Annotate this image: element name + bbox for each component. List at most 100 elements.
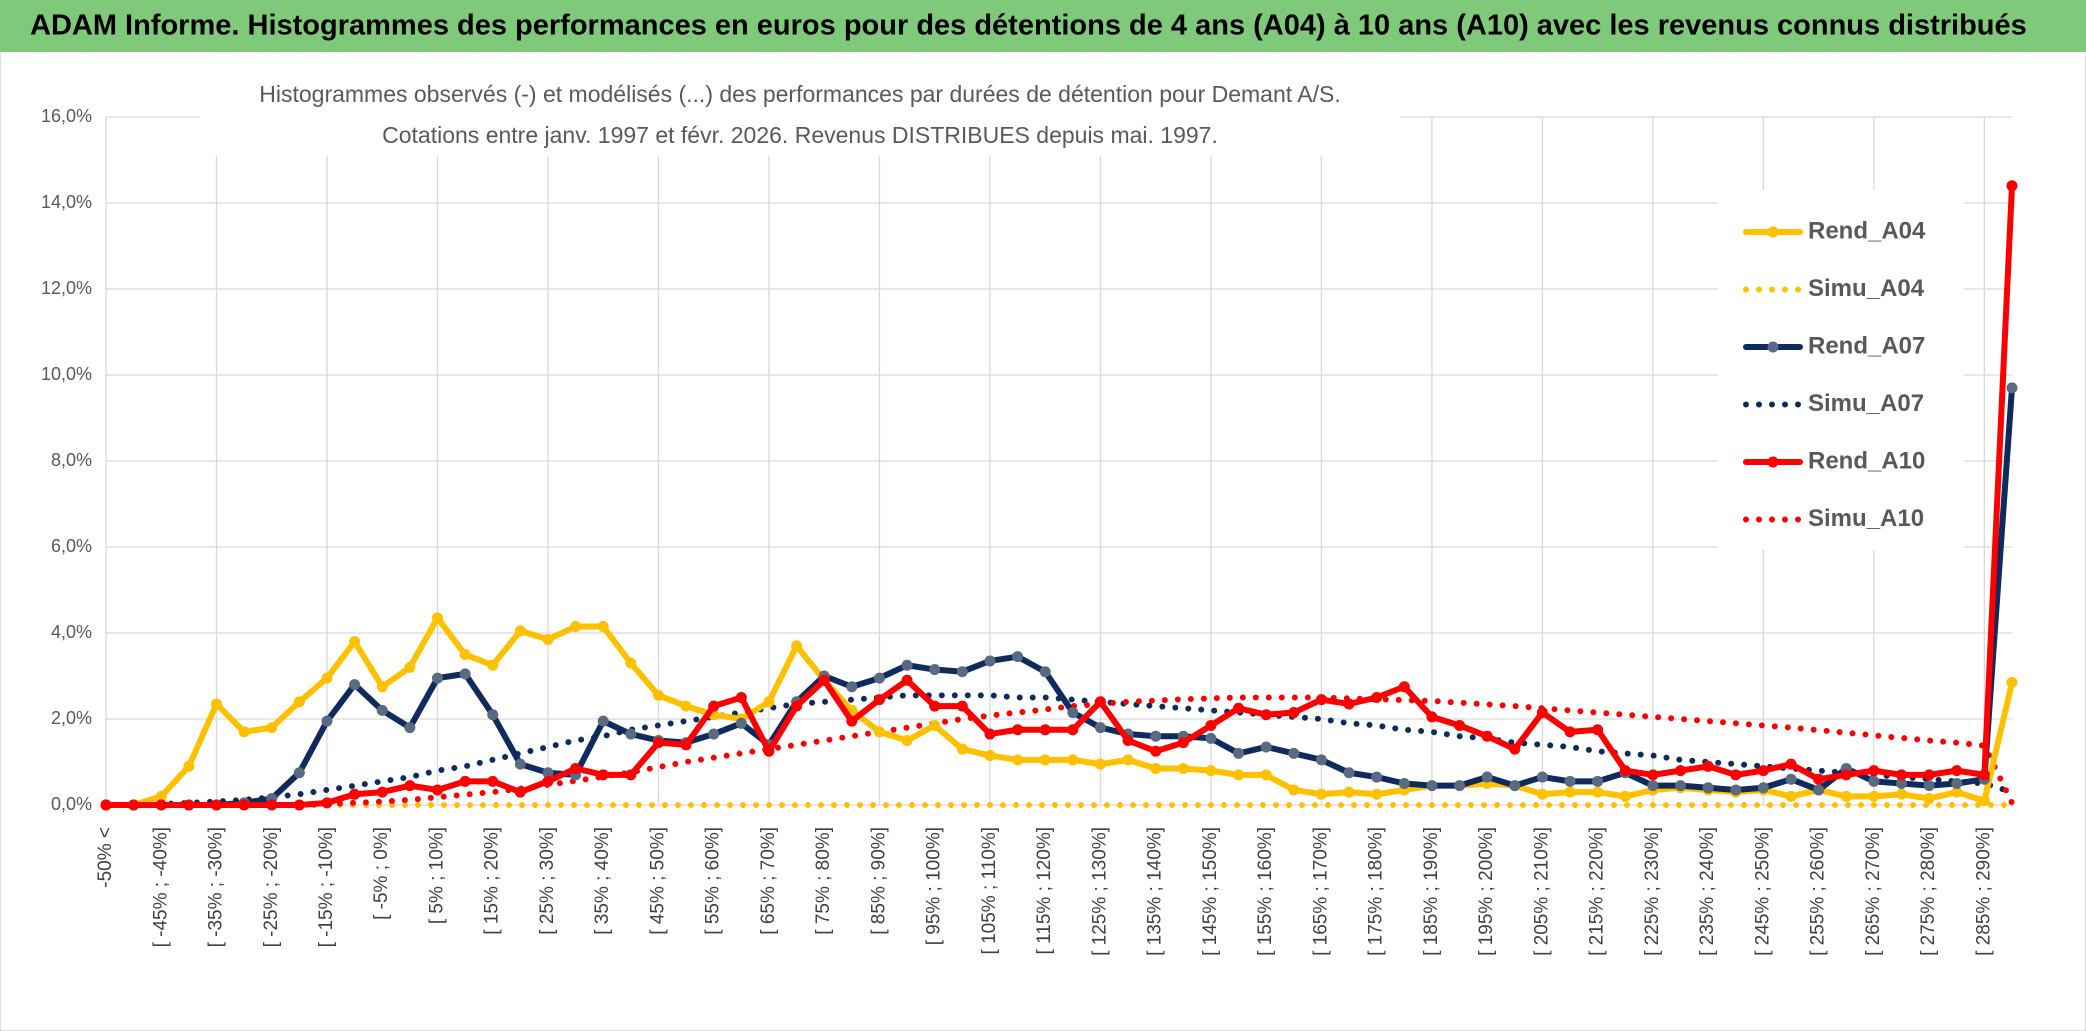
data-point [155,799,167,811]
data-point [2006,676,2018,688]
legend-marker [1767,456,1779,468]
data-point [1564,786,1576,798]
data-point [1675,780,1687,792]
data-point [1619,765,1631,777]
data-point [1371,692,1383,703]
legend-label: Simu_A10 [1808,505,1924,532]
x-tick-label: [ 65% ; 70%] [758,827,779,935]
x-tick-label: [ -35% ; -30%] [206,827,227,947]
y-tick-label: 4,0% [51,622,92,642]
data-point [1730,784,1742,796]
data-point [597,715,609,727]
y-tick-label: 16,0% [41,106,92,126]
data-point [984,750,996,762]
data-point [349,679,361,691]
y-tick-label: 12,0% [41,278,92,298]
data-point [404,780,416,792]
data-point [1094,696,1106,708]
data-point [625,657,637,669]
data-point [1205,719,1217,731]
data-point [1150,745,1162,757]
x-tick-label: [ 265% ; 270%] [1863,827,1884,956]
data-point [514,786,526,798]
data-point [1951,765,1963,777]
x-tick-label: [ 95% ; 100%] [924,827,945,945]
data-point [1536,771,1548,783]
data-point [708,728,720,740]
data-point [929,664,941,676]
data-point [210,698,222,710]
data-point [791,700,803,712]
chart-title: ADAM Informe. Histogrammes des performan… [30,10,2027,42]
data-point [1315,754,1327,766]
data-point [1896,778,1908,789]
data-point [1260,709,1272,721]
data-line [103,384,2015,808]
data-point [570,762,582,774]
data-point [431,784,443,796]
data-point [487,659,499,671]
x-tick-label: [ -45% ; -40%] [150,827,171,947]
data-point [1785,790,1797,802]
data-point [542,767,554,779]
data-point [1702,760,1714,772]
data-point [763,696,775,708]
x-tick-label: [ 225% ; 230%] [1642,827,1663,956]
data-point [1205,732,1217,744]
data-point [1454,780,1466,792]
data-point [597,769,609,781]
data-point [459,649,471,660]
data-point [652,689,664,701]
data-point [1343,786,1355,798]
x-tick-label: [ 215% ; 220%] [1587,827,1608,956]
data-point [1813,773,1825,785]
data-point [901,674,913,686]
data-point [901,735,913,746]
data-point [1039,724,1051,736]
data-point [625,769,637,781]
data-point [1177,762,1189,774]
data-point [487,709,499,721]
data-point [1233,747,1245,759]
data-point [1371,788,1383,800]
data-point [1039,754,1051,766]
data-point [1233,769,1245,781]
data-point [873,672,885,684]
data-point [1868,765,1880,777]
data-point [1012,651,1024,663]
x-tick-label: [ 125% ; 130%] [1089,827,1110,956]
y-tick-label: 2,0% [51,708,92,728]
data-point [2006,180,2018,192]
x-tick-label: [ 185% ; 190%] [1421,827,1442,956]
data-point [404,722,416,734]
data-point [1260,769,1272,781]
data-point [349,788,361,800]
data-point [376,704,388,716]
x-tick-label: [ 135% ; 140%] [1145,827,1166,956]
data-point [1536,707,1548,719]
data-point [1122,735,1134,746]
data-point [514,625,526,637]
data-point [1012,754,1024,766]
data-point [625,728,637,740]
data-point [929,719,941,731]
data-point [1343,767,1355,779]
data-point [514,758,526,770]
grid [105,116,2012,806]
x-tick-label: [ 175% ; 180%] [1366,827,1387,956]
data-point [818,674,830,686]
x-tick-label: [ 255% ; 260%] [1808,827,1829,956]
x-tick-label: [ -5% ; 0%] [371,827,392,920]
data-point [680,700,692,712]
x-tick-label: [ 195% ; 200%] [1476,827,1497,956]
data-point [542,633,554,645]
x-tick-label: -50% < [95,827,116,888]
data-point [2006,382,2018,394]
data-point [100,799,112,811]
data-point [293,767,305,779]
data-point [1260,741,1272,753]
legend [1718,190,1964,550]
x-tick-label: [ 75% ; 80%] [813,827,834,935]
data-point [293,696,305,708]
data-point [238,726,250,738]
